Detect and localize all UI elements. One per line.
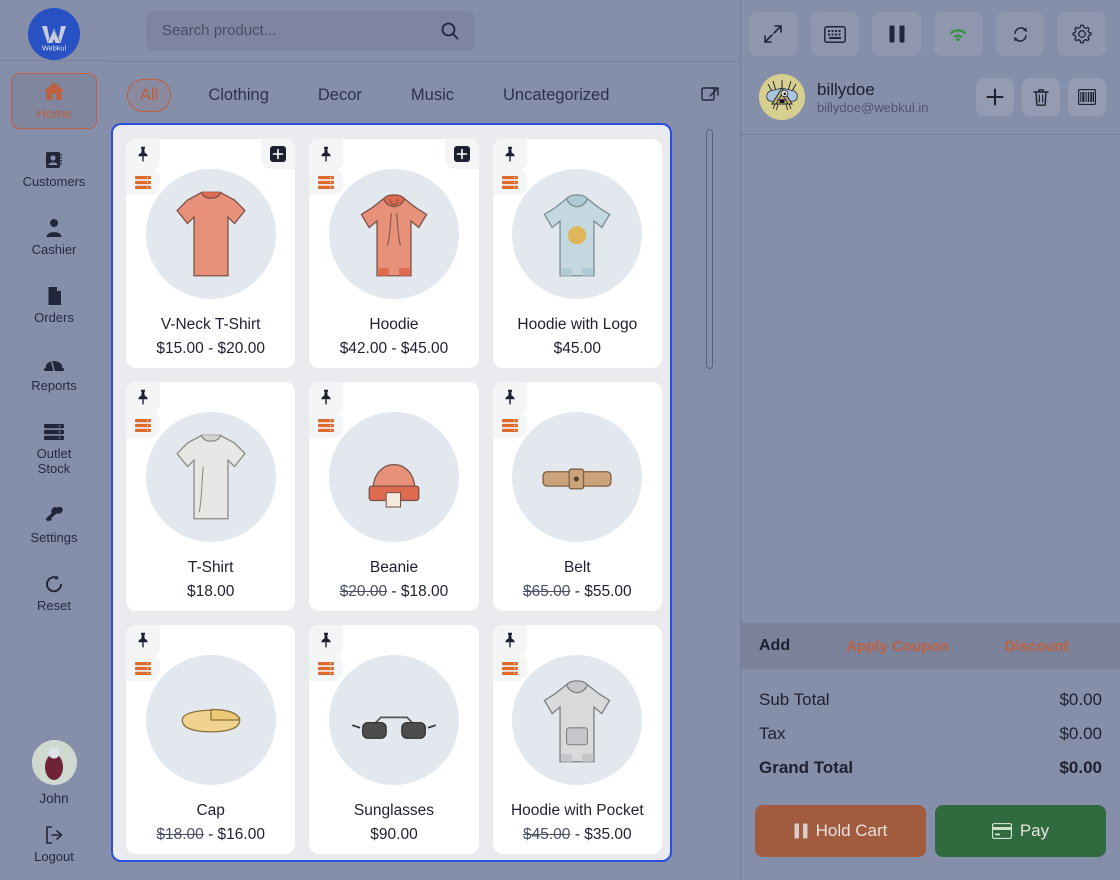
svg-text:Webkul: Webkul <box>42 44 67 53</box>
